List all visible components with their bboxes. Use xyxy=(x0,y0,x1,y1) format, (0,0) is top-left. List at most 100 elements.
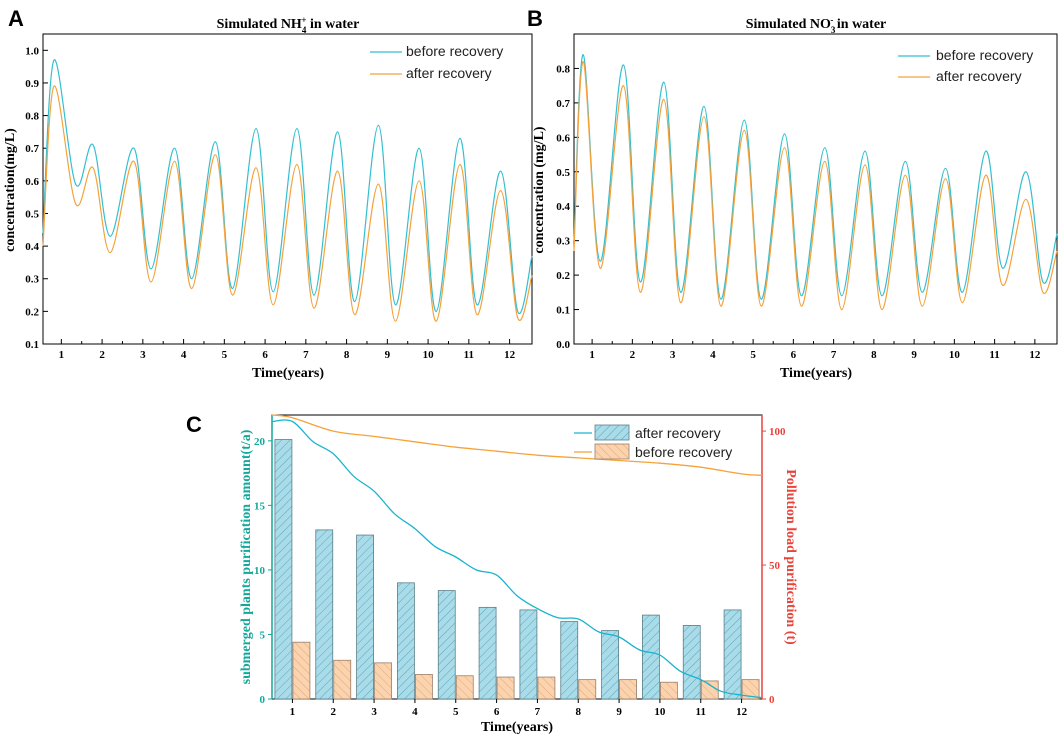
bar-before-recovery xyxy=(292,641,311,700)
y-tick-label: 0.6 xyxy=(25,176,39,188)
y-left-tick-label: 20 xyxy=(254,436,266,448)
x-tick-label: 8 xyxy=(871,349,877,361)
y-tick-label: 0.2 xyxy=(556,270,570,282)
series-line-before-recovery-a xyxy=(42,59,533,315)
x-tick-label: 9 xyxy=(616,706,622,718)
bar-after-recovery xyxy=(601,630,619,700)
x-tick-label: 3 xyxy=(371,706,377,718)
bar-after-recovery xyxy=(274,439,293,700)
bar-before-recovery xyxy=(741,679,760,700)
x-tick-label: 3 xyxy=(140,349,146,361)
x-tick-label: 9 xyxy=(911,349,917,361)
panel-label-a: A xyxy=(8,6,24,31)
y-tick-label: 0.3 xyxy=(556,236,570,248)
x-tick-label: 10 xyxy=(654,706,666,718)
y-right-tick-label: 100 xyxy=(769,426,786,438)
bar-after-recovery xyxy=(682,625,701,700)
y-axis-label-left-c: submerged plants purification amount(t/a… xyxy=(239,429,254,684)
bar-before-recovery xyxy=(496,676,515,700)
bar-after-recovery xyxy=(642,614,660,700)
x-tick-label: 10 xyxy=(949,349,961,361)
panel-label-b: B xyxy=(527,6,543,31)
bar-after-recovery xyxy=(519,609,538,700)
y-tick-label: 0.3 xyxy=(25,274,39,286)
x-tick-label: 7 xyxy=(303,349,309,361)
x-tick-label: 4 xyxy=(710,349,716,361)
x-tick-label: 11 xyxy=(989,349,999,361)
y-right-tick-label: 0 xyxy=(769,694,775,706)
legend-swatch-before-c xyxy=(594,443,630,460)
plot-frame-b xyxy=(573,33,1058,345)
bar-before-recovery xyxy=(619,679,637,700)
y-left-tick-label: 5 xyxy=(260,629,266,641)
x-tick-label: 12 xyxy=(736,706,748,718)
x-tick-label: 5 xyxy=(453,706,459,718)
y-tick-label: 0.0 xyxy=(556,339,570,351)
x-tick-label: 1 xyxy=(290,706,296,718)
bar-after-recovery xyxy=(315,529,334,700)
bar-before-recovery xyxy=(455,675,474,700)
bar-after-recovery xyxy=(723,609,742,700)
series-line-after-recovery-b xyxy=(573,60,1058,311)
y-tick-label: 0.1 xyxy=(25,339,39,351)
legend-label-before-c: before recovery xyxy=(635,444,732,460)
y-tick-label: 0.7 xyxy=(25,143,39,155)
x-tick-label: 12 xyxy=(504,349,516,361)
x-tick-label: 7 xyxy=(831,349,837,361)
x-tick-label: 2 xyxy=(331,706,337,718)
plot-frame-a xyxy=(42,33,533,345)
bar-after-recovery xyxy=(397,582,415,700)
x-tick-label: 1 xyxy=(589,349,595,361)
x-tick-label: 1 xyxy=(59,349,65,361)
bar-after-recovery xyxy=(356,534,374,700)
bar-before-recovery xyxy=(415,674,433,700)
x-tick-label: 2 xyxy=(630,349,636,361)
y-tick-label: 0.7 xyxy=(556,98,570,110)
legend-label-after-c: after recovery xyxy=(635,425,721,441)
y-axis-label-b: concentration (mg/L) xyxy=(532,126,547,253)
panel-label-c: C xyxy=(186,412,202,437)
series-line-before-recovery-c xyxy=(271,414,763,476)
bar-after-recovery xyxy=(478,606,497,700)
x-tick-label: 8 xyxy=(344,349,350,361)
y-tick-label: 0.4 xyxy=(556,201,570,213)
bar-after-recovery xyxy=(437,590,456,700)
y-tick-label: 0.8 xyxy=(556,63,570,75)
y-tick-label: 0.5 xyxy=(556,167,570,179)
bar-before-recovery xyxy=(537,676,556,700)
bar-after-recovery xyxy=(560,621,579,700)
legend-label-before-a: before recovery xyxy=(406,43,503,59)
x-tick-label: 12 xyxy=(1029,349,1041,361)
y-tick-label: 0.5 xyxy=(25,208,39,220)
x-tick-label: 6 xyxy=(262,349,268,361)
legend-label-after-a: after recovery xyxy=(406,65,492,81)
x-tick-label: 4 xyxy=(412,706,418,718)
x-tick-label: 10 xyxy=(423,349,435,361)
y-tick-label: 0.4 xyxy=(25,241,39,253)
y-tick-label: 0.2 xyxy=(25,306,39,318)
x-axis-label-b: Time(years) xyxy=(780,366,852,381)
y-tick-label: 0.9 xyxy=(25,78,39,90)
y-axis-label-a: concentration(mg/L) xyxy=(3,128,18,252)
x-tick-label: 11 xyxy=(696,706,706,718)
x-tick-label: 11 xyxy=(464,349,474,361)
bar-before-recovery xyxy=(578,679,597,700)
legend-label-before-b: before recovery xyxy=(936,47,1033,63)
x-tick-label: 6 xyxy=(791,349,797,361)
x-tick-label: 7 xyxy=(535,706,541,718)
series-line-before-recovery-b xyxy=(573,54,1058,300)
y-left-tick-label: 0 xyxy=(260,694,266,706)
legend-swatch-after-c xyxy=(594,424,630,441)
chart-title-b: Simulated NO3- in water xyxy=(746,15,887,35)
x-axis-label-c: Time(years) xyxy=(481,720,553,735)
legend-label-after-b: after recovery xyxy=(936,68,1022,84)
x-tick-label: 3 xyxy=(670,349,676,361)
bar-before-recovery xyxy=(374,662,392,700)
series-line-after-recovery-c xyxy=(271,419,763,699)
y-left-tick-label: 15 xyxy=(254,500,266,512)
y-axis-label-right-c: Pollution load purification (t) xyxy=(783,469,798,645)
panel-b: B Simulated NO3- in water 1 2 3 4 5 6 7 8 9 10 11 1… xyxy=(527,6,1058,381)
x-axis-label-a: Time(years) xyxy=(252,366,324,381)
